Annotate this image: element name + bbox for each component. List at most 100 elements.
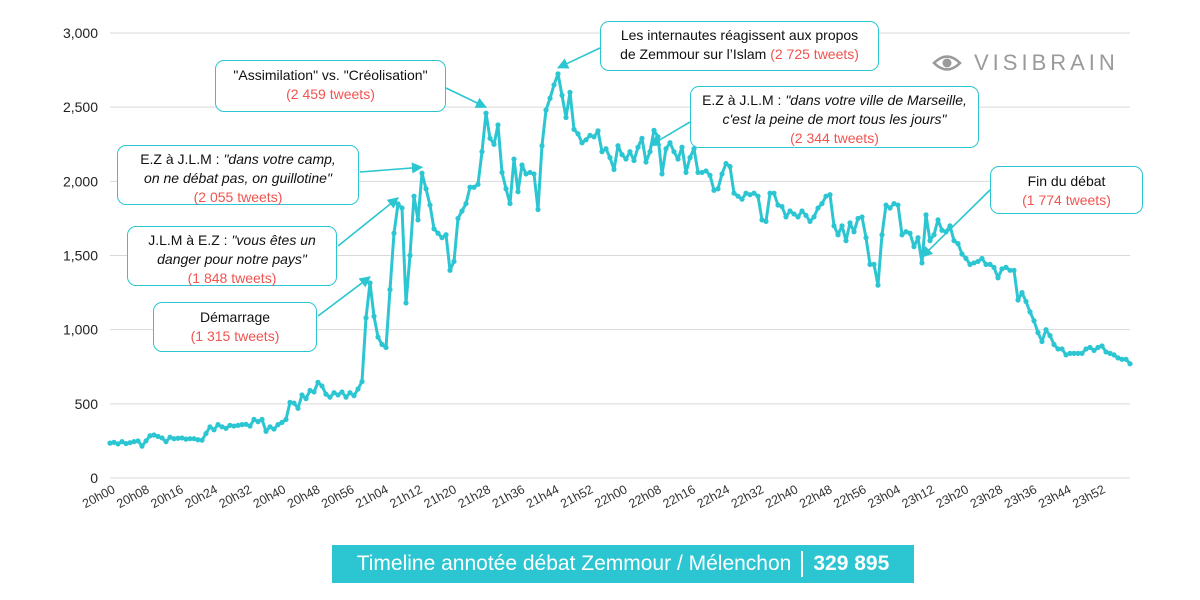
data-point — [1091, 347, 1097, 354]
data-point — [983, 261, 989, 267]
data-point — [371, 313, 377, 319]
data-point — [555, 71, 561, 77]
annotation-count: (1 315 tweets) — [190, 328, 280, 344]
annotation-title: "Assimilation" vs. "Créolisation" — [233, 67, 428, 83]
data-point — [331, 390, 337, 396]
data-point — [203, 430, 209, 437]
data-point — [811, 214, 817, 220]
data-point — [931, 232, 937, 238]
annotation-assimilation: "Assimilation" vs. "Créolisation" (2 459… — [215, 60, 446, 112]
data-point — [995, 275, 1001, 281]
annotation-quote: "vous êtes un — [231, 232, 316, 248]
data-point — [667, 140, 673, 146]
x-tick-label: 20h24 — [183, 482, 220, 511]
data-point — [819, 200, 825, 207]
x-tick-label: 21h52 — [558, 482, 595, 511]
data-point — [891, 200, 897, 207]
data-point — [699, 169, 705, 176]
annotation-title: Démarrage — [199, 309, 271, 325]
data-point — [895, 202, 901, 208]
footer-title: Timeline annotée débat Zemmour / Mélench… — [356, 552, 792, 575]
data-point — [379, 341, 385, 348]
data-point — [255, 419, 261, 425]
data-point — [335, 392, 341, 398]
annotation-ez-jlm-1: E.Z à J.L.M : "dans votre camp, on ne dé… — [117, 145, 359, 205]
data-point — [311, 389, 317, 395]
data-point — [807, 218, 813, 224]
data-point — [115, 441, 121, 447]
data-point — [175, 435, 181, 441]
data-point — [243, 421, 249, 427]
data-point — [767, 190, 773, 196]
data-point — [147, 433, 153, 439]
data-point — [459, 208, 465, 214]
data-point — [987, 261, 993, 267]
data-point — [1099, 343, 1105, 349]
x-tick-label: 20h00 — [80, 482, 117, 511]
data-point — [919, 260, 925, 266]
data-point — [431, 226, 437, 232]
data-point — [403, 300, 409, 306]
y-tick-label: 3,000 — [63, 25, 98, 41]
annotation-arrows — [317, 47, 991, 317]
annotation-marseille: E.Z à J.L.M : "dans votre ville de Marse… — [690, 86, 979, 148]
x-tick-label: 23h44 — [1036, 482, 1073, 511]
data-point — [179, 435, 185, 441]
data-point — [775, 202, 781, 208]
data-point — [651, 127, 657, 133]
data-point — [935, 217, 941, 223]
data-point — [351, 393, 357, 399]
data-point — [591, 134, 597, 140]
annotation-jlm-ez: J.L.M à E.Z : "vous êtes un danger pour … — [127, 226, 337, 286]
data-point — [1055, 346, 1061, 352]
data-point — [1031, 318, 1037, 324]
data-point — [743, 190, 749, 196]
x-tick-label: 20h32 — [217, 482, 254, 511]
data-point — [843, 238, 849, 244]
data-point — [939, 227, 945, 233]
data-point — [739, 196, 745, 202]
data-point — [771, 190, 777, 196]
data-point — [239, 422, 245, 428]
data-point — [727, 163, 733, 170]
data-point — [487, 135, 493, 141]
y-tick-label: 1,000 — [63, 322, 98, 338]
data-point — [631, 157, 637, 164]
data-point — [799, 208, 805, 214]
data-point — [551, 82, 557, 88]
data-point — [1123, 356, 1129, 362]
data-point — [579, 140, 585, 146]
data-point — [215, 422, 221, 428]
data-point — [451, 258, 457, 265]
data-point — [343, 394, 349, 400]
data-point — [455, 215, 461, 222]
annotation-count: (1 774 tweets) — [1022, 192, 1111, 208]
data-point — [1007, 267, 1013, 273]
data-point — [927, 238, 933, 244]
data-point — [1051, 341, 1057, 348]
data-point — [903, 229, 909, 235]
data-point — [963, 255, 969, 262]
x-tick-label: 23h36 — [1002, 482, 1039, 511]
data-point — [1003, 264, 1009, 270]
data-point — [195, 437, 201, 443]
data-point — [723, 160, 729, 167]
data-point — [547, 95, 553, 101]
annotation-arrow — [445, 87, 488, 108]
data-point — [1083, 346, 1089, 352]
footer-separator — [801, 551, 804, 577]
data-point — [479, 149, 485, 155]
data-point — [387, 287, 393, 293]
data-point — [187, 436, 193, 442]
data-point — [503, 186, 509, 192]
data-point — [735, 193, 741, 199]
data-point — [339, 389, 345, 395]
data-point — [623, 156, 629, 162]
x-tick-label: 21h36 — [490, 482, 527, 511]
data-point — [1127, 361, 1133, 367]
data-point — [367, 280, 373, 286]
data-point — [619, 152, 625, 158]
data-point — [399, 205, 405, 211]
data-point — [611, 166, 617, 173]
brand-name: VISIBRAIN — [974, 50, 1119, 75]
